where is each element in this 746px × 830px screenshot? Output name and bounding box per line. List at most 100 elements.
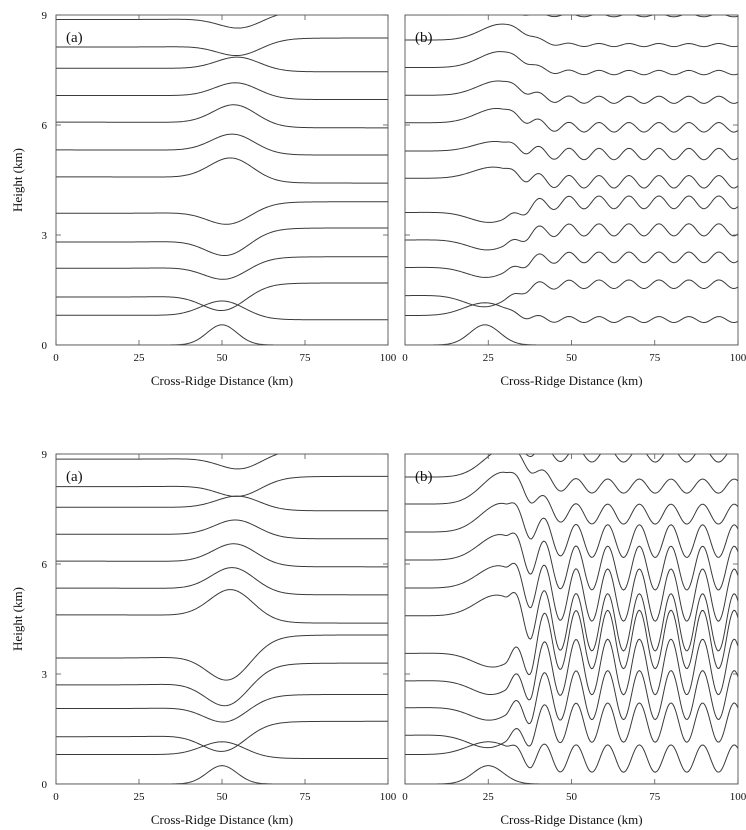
streamline-5 [405, 195, 738, 223]
x-tick-label: 100 [380, 791, 397, 803]
panel-label: (a) [66, 30, 83, 46]
streamline-1 [56, 741, 388, 760]
streamline-1 [405, 302, 738, 324]
streamline-8 [405, 107, 738, 133]
x-tick-label: 75 [649, 791, 661, 803]
streamline-5 [56, 201, 388, 225]
y-tick-label: 3 [42, 669, 48, 681]
streamline-2 [56, 282, 388, 312]
x-tick-label: 100 [380, 352, 397, 364]
y-tick-label: 9 [42, 449, 48, 461]
x-tick-label: 0 [402, 791, 408, 803]
streamline-12 [525, 454, 728, 463]
x-tick-label: 75 [649, 352, 661, 364]
y-tick-label: 9 [42, 10, 48, 22]
plot-frame [404, 453, 739, 785]
x-tick-label: 25 [134, 352, 146, 364]
panel-label: (a) [66, 469, 83, 485]
panel-2: 0 25 50 75 100 (b) Cross-Ridge Distance (km) [402, 14, 746, 388]
x-tick-label: 100 [730, 791, 746, 803]
streamlines [56, 15, 388, 345]
y-axis-label: Height (km) [10, 587, 25, 651]
streamline-11 [56, 475, 388, 497]
streamline-8 [405, 532, 738, 591]
streamline-12 [56, 15, 280, 29]
streamline-1 [405, 741, 738, 773]
streamline-1 [56, 300, 388, 321]
streamline-6 [405, 166, 738, 189]
streamline-7 [405, 140, 738, 161]
streamline-7 [405, 562, 738, 622]
streamline-4 [56, 227, 388, 257]
streamline-6 [56, 589, 388, 624]
streamline-5 [405, 609, 738, 676]
streamline-6 [405, 590, 738, 652]
x-tick-label: 25 [483, 791, 495, 803]
streamline-10 [56, 495, 388, 512]
plot-frame [55, 14, 389, 346]
streamlines [405, 15, 738, 345]
x-axis-label: Cross-Ridge Distance (km) [500, 812, 642, 827]
y-tick-label: 6 [42, 120, 48, 132]
x-tick-label: 25 [134, 791, 146, 803]
streamline-8 [56, 543, 388, 568]
x-tick-label: 0 [53, 791, 59, 803]
streamline-9 [405, 80, 738, 104]
streamline-8 [56, 104, 388, 129]
x-tick-label: 0 [402, 352, 408, 364]
y-tick-label: 6 [42, 559, 48, 571]
panel-4: 0 25 50 75 100 (b) Cross-Ridge Distance (km) [402, 453, 746, 827]
streamline-2 [405, 279, 738, 308]
streamline-9 [56, 82, 388, 101]
streamline-3 [56, 693, 388, 723]
streamline-11 [405, 23, 738, 48]
streamline-3 [405, 251, 738, 278]
streamline-9 [405, 502, 738, 558]
x-axis-label: Cross-Ridge Distance (km) [500, 373, 642, 388]
panel-label: (b) [415, 469, 433, 485]
streamline-4 [405, 638, 738, 701]
streamline-7 [56, 133, 388, 156]
x-tick-label: 75 [300, 352, 312, 364]
x-tick-label: 50 [566, 352, 578, 364]
streamline-7 [56, 567, 388, 596]
panel-1: 0 25 50 75 100 0 3 6 9 (a) Cross-Ridge Distance (k… [10, 10, 397, 388]
panel-3: 0 25 50 75 100 0 3 6 9 (a) Cross-Ridge Distance (k… [10, 449, 397, 827]
x-tick-label: 50 [566, 791, 578, 803]
streamlines [56, 454, 388, 784]
y-tick-label: 3 [42, 230, 48, 242]
y-axis-label: Height (km) [10, 148, 25, 212]
streamline-0 [56, 765, 388, 784]
streamline-5 [56, 634, 388, 681]
x-tick-label: 50 [217, 791, 229, 803]
streamline-2 [405, 702, 738, 749]
streamline-10 [405, 51, 738, 76]
streamline-3 [56, 256, 388, 280]
plot-frame [55, 453, 389, 785]
streamline-11 [56, 37, 388, 57]
streamline-6 [56, 157, 388, 184]
x-tick-label: 25 [483, 352, 495, 364]
streamline-0 [56, 324, 388, 345]
x-axis-label: Cross-Ridge Distance (km) [151, 812, 293, 827]
streamline-9 [56, 519, 388, 540]
streamline-4 [405, 223, 738, 251]
x-axis-label: Cross-Ridge Distance (km) [151, 373, 293, 388]
plot-frame [404, 14, 739, 346]
streamline-10 [56, 56, 388, 73]
streamline-10 [405, 471, 738, 525]
streamlines [405, 454, 738, 784]
streamline-11 [405, 454, 738, 494]
streamline-2 [56, 720, 388, 752]
y-tick-label: 0 [42, 779, 48, 791]
x-tick-label: 75 [300, 791, 312, 803]
panel-label: (b) [415, 30, 433, 46]
streamline-12 [56, 454, 280, 470]
streamline-0 [405, 765, 738, 784]
x-tick-label: 0 [53, 352, 59, 364]
x-tick-label: 50 [217, 352, 229, 364]
streamline-0 [405, 324, 738, 345]
y-tick-label: 0 [42, 340, 48, 352]
streamline-4 [56, 662, 388, 707]
